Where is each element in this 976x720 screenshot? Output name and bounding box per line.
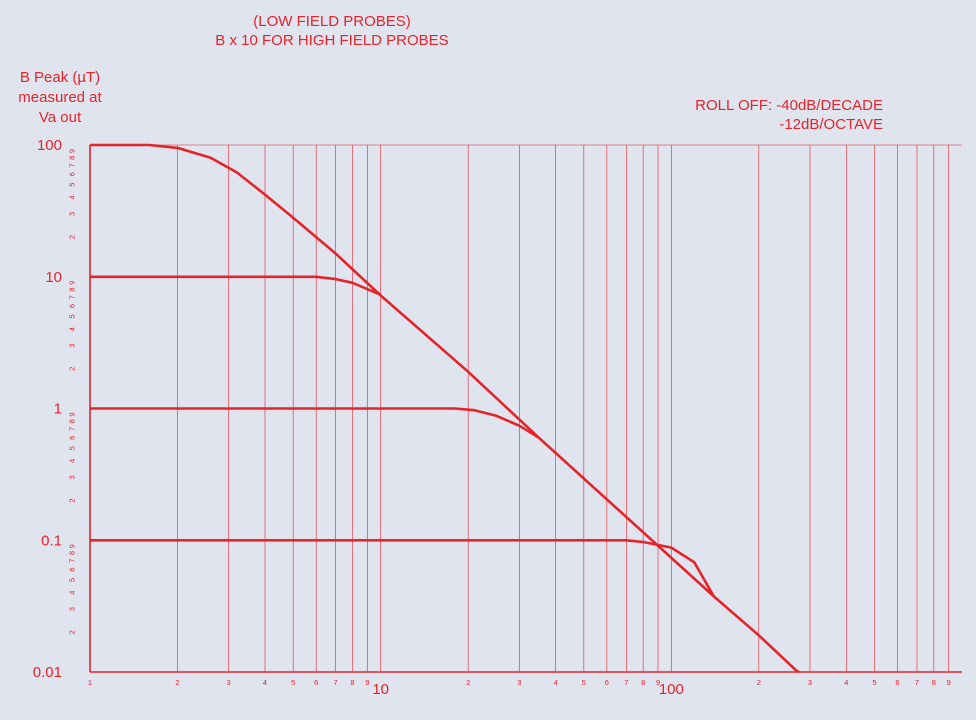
x-major-tick-label: 10 — [372, 681, 389, 698]
y-minor-tick-label: 5 — [68, 314, 77, 318]
chart-title-line: (LOW FIELD PROBES) — [253, 13, 411, 30]
y-minor-tick-label: 2 — [68, 367, 77, 371]
y-minor-tick-label: 5 — [68, 183, 77, 187]
y-axis-label-line: Va out — [39, 109, 82, 126]
y-minor-tick-label: 7 — [68, 295, 77, 299]
grid-lines — [90, 144, 962, 672]
y-minor-tick-label: 8 — [68, 551, 77, 555]
y-minor-tick-label: 5 — [68, 446, 77, 450]
y-minor-tick-label: 4 — [68, 195, 77, 199]
y-minor-tick-label: 6 — [68, 567, 77, 571]
tick-labels: 1 2 3 4 5 6 7 8 9 2 3 4 5 6 7 8 9 2 3 4 5 6 7 8 910 1001001010.10… — [33, 137, 951, 698]
x-minor-tick-label: 3 — [808, 678, 812, 687]
y-minor-tick-label: 2 — [68, 235, 77, 239]
y-minor-tick-label: 8 — [68, 419, 77, 423]
y-axis-label-line: B Peak (µT) — [20, 69, 100, 86]
y-minor-tick-label: 3 — [68, 607, 77, 611]
y-minor-tick-label: 9 — [68, 149, 77, 153]
y-minor-tick-label: 2 — [68, 499, 77, 503]
y-major-tick-label: 1 — [54, 401, 62, 418]
x-minor-tick-label: 9 — [947, 678, 951, 687]
x-minor-tick-label: 4 — [844, 678, 848, 687]
x-minor-tick-label: 2 — [757, 678, 761, 687]
x-minor-tick-label: 8 — [932, 678, 936, 687]
series-curve-3 — [90, 407, 540, 439]
y-minor-tick-label: 3 — [68, 344, 77, 348]
chart-title-line: B x 10 FOR HIGH FIELD PROBES — [215, 32, 448, 49]
y-minor-tick-label: 8 — [68, 287, 77, 291]
y-minor-tick-label: 6 — [68, 172, 77, 176]
x-minor-tick-label: 9 — [656, 678, 660, 687]
x-minor-tick-label: 5 — [291, 678, 295, 687]
y-major-tick-label: 10 — [45, 269, 62, 286]
y-major-tick-label: 100 — [37, 137, 62, 154]
y-minor-tick-label: 4 — [68, 591, 77, 595]
series-curves — [90, 143, 800, 674]
y-minor-tick-label: 9 — [68, 281, 77, 285]
x-minor-tick-label: 6 — [605, 678, 609, 687]
x-minor-tick-label: 2 — [466, 678, 470, 687]
y-major-tick-label: 0.1 — [41, 532, 62, 549]
y-minor-tick-label: 9 — [68, 412, 77, 416]
x-minor-tick-label: 8 — [350, 678, 354, 687]
x-minor-tick-label: 9 — [365, 678, 369, 687]
y-minor-tick-label: 8 — [68, 156, 77, 160]
y-minor-tick-label: 6 — [68, 304, 77, 308]
rolloff-annotation-line: ROLL OFF: -40dB/DECADE — [695, 97, 883, 114]
y-minor-tick-label: 3 — [68, 212, 77, 216]
x-major-tick-label: 100 — [659, 681, 684, 698]
series-curve-4 — [90, 539, 715, 598]
x-minor-tick-label: 6 — [314, 678, 318, 687]
x-minor-tick-label: 7 — [915, 678, 919, 687]
x-minor-tick-label: 7 — [334, 678, 338, 687]
x-minor-tick-label: 4 — [263, 678, 267, 687]
x-minor-tick-label: 3 — [517, 678, 521, 687]
rolloff-annotation-line: -12dB/OCTAVE — [779, 116, 883, 133]
x-minor-tick-label: 5 — [582, 678, 586, 687]
x-minor-tick-label: 1 — [88, 678, 92, 687]
x-minor-tick-label: 2 — [175, 678, 179, 687]
y-minor-tick-label: 7 — [68, 163, 77, 167]
y-minor-tick-label: 6 — [68, 436, 77, 440]
y-minor-tick-label: 7 — [68, 559, 77, 563]
x-minor-tick-label: 8 — [641, 678, 645, 687]
x-minor-tick-label: 6 — [895, 678, 899, 687]
chart-texts: (LOW FIELD PROBES) B x 10 FOR HIGH FIELD … — [18, 13, 883, 133]
y-major-tick-label: 0.01 — [33, 664, 62, 681]
y-minor-tick-label: 4 — [68, 459, 77, 463]
series-curve-2 — [90, 275, 382, 296]
x-minor-tick-label: 4 — [554, 678, 558, 687]
y-minor-tick-label: 2 — [68, 630, 77, 634]
series-curve-1 — [90, 143, 800, 674]
y-minor-tick-label: 7 — [68, 427, 77, 431]
x-minor-tick-label: 3 — [227, 678, 231, 687]
y-minor-tick-label: 4 — [68, 327, 77, 331]
y-minor-tick-label: 9 — [68, 544, 77, 548]
y-axis-label-line: measured at — [18, 89, 102, 106]
x-minor-tick-label: 7 — [624, 678, 628, 687]
x-minor-tick-label: 5 — [872, 678, 876, 687]
y-minor-tick-label: 5 — [68, 578, 77, 582]
y-minor-tick-label: 3 — [68, 475, 77, 479]
